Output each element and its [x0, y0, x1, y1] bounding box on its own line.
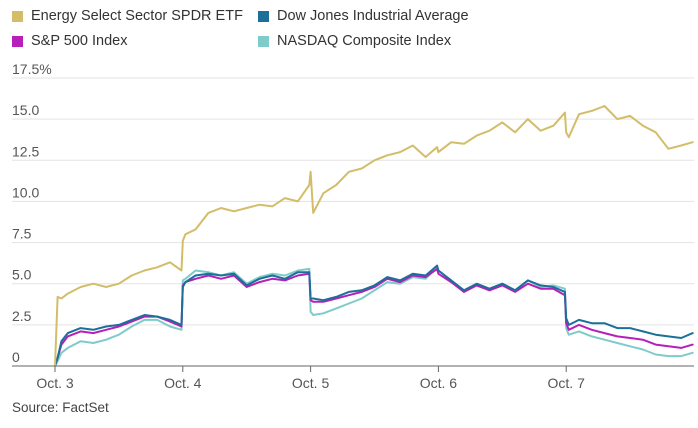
- y-tick-label: 15.0: [12, 102, 39, 118]
- legend-item-dow: Dow Jones Industrial Average: [258, 8, 469, 24]
- legend-swatch-dow: [258, 10, 269, 22]
- y-tick-label: 17.5%: [12, 61, 52, 77]
- legend-swatch-nasdaq: [258, 35, 269, 47]
- legend-label-dow: Dow Jones Industrial Average: [277, 8, 469, 24]
- legend-item-sp500: S&P 500 Index: [12, 33, 127, 49]
- legend-item-nasdaq: NASDAQ Composite Index: [258, 33, 451, 49]
- series-lines: [54, 105, 694, 367]
- legend-label-sp500: S&P 500 Index: [31, 33, 128, 49]
- legend: Energy Select Sector SPDR ETF Dow Jones …: [12, 8, 692, 54]
- series-line-nasdaq: [54, 266, 694, 367]
- legend-swatch-sp500: [12, 35, 23, 47]
- x-tick-label: Oct. 5: [292, 375, 330, 391]
- y-tick-label: 2.5: [12, 308, 32, 324]
- legend-swatch-energy: [12, 10, 23, 22]
- source-note: Source: FactSet: [12, 400, 109, 415]
- y-tick-label: 10.0: [12, 184, 39, 200]
- y-tick-label: 0: [12, 349, 20, 365]
- x-tick-label: Oct. 7: [548, 375, 586, 391]
- series-line-dow: [54, 264, 694, 367]
- gridlines: [12, 77, 694, 326]
- y-axis-ticks: 0 2.5 5.0 7.5 10.0 12.5 15.0 17.5%: [12, 61, 52, 365]
- x-tick-label: Oct. 3: [36, 375, 74, 391]
- x-axis-ticks: Oct. 3 Oct. 4 Oct. 5 Oct. 6 Oct. 7: [36, 366, 585, 391]
- x-tick-label: Oct. 6: [420, 375, 458, 391]
- x-tick-label: Oct. 4: [164, 375, 202, 391]
- legend-label-energy: Energy Select Sector SPDR ETF: [31, 8, 243, 24]
- y-tick-label: 12.5: [12, 143, 39, 159]
- y-tick-label: 5.0: [12, 267, 32, 283]
- series-line-energy: [54, 105, 694, 367]
- legend-item-energy: Energy Select Sector SPDR ETF: [12, 8, 243, 24]
- y-tick-label: 7.5: [12, 226, 32, 242]
- legend-label-nasdaq: NASDAQ Composite Index: [277, 33, 452, 49]
